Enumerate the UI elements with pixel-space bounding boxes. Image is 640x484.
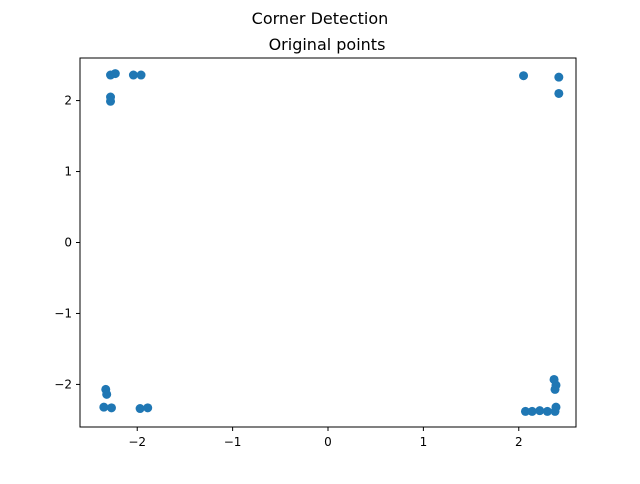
data-point <box>99 402 109 412</box>
axes-frame <box>79 57 577 428</box>
data-point <box>102 389 112 399</box>
data-point <box>143 403 153 413</box>
x-tick-label: 0 <box>324 435 332 449</box>
data-point <box>527 406 537 416</box>
y-tick-label: 0 <box>64 236 72 250</box>
data-point <box>550 384 560 394</box>
data-point <box>535 406 545 416</box>
data-point <box>554 88 564 98</box>
data-point <box>519 71 529 81</box>
x-tick-label: −1 <box>224 435 242 449</box>
data-point <box>106 403 116 413</box>
data-point <box>550 406 560 416</box>
x-tick-label: 2 <box>515 435 523 449</box>
points-layer <box>99 69 564 416</box>
data-point <box>110 69 120 79</box>
data-point <box>554 72 564 82</box>
data-point <box>106 96 116 106</box>
data-point <box>520 406 530 416</box>
data-point <box>128 70 138 80</box>
x-tick-label: −2 <box>128 435 146 449</box>
y-tick-label: 1 <box>64 165 72 179</box>
ticks-layer: −2 −1 0 1 2 −2 −1 0 1 2 <box>54 94 522 449</box>
axes-title: Original points <box>269 35 386 54</box>
data-point <box>136 70 146 80</box>
data-point <box>542 406 552 416</box>
figure-suptitle: Corner Detection <box>252 9 389 28</box>
data-point <box>135 404 145 414</box>
y-tick-label: −2 <box>54 377 72 391</box>
y-tick-label: 2 <box>64 94 72 108</box>
y-tick-label: −1 <box>54 306 72 320</box>
x-tick-label: 1 <box>420 435 428 449</box>
